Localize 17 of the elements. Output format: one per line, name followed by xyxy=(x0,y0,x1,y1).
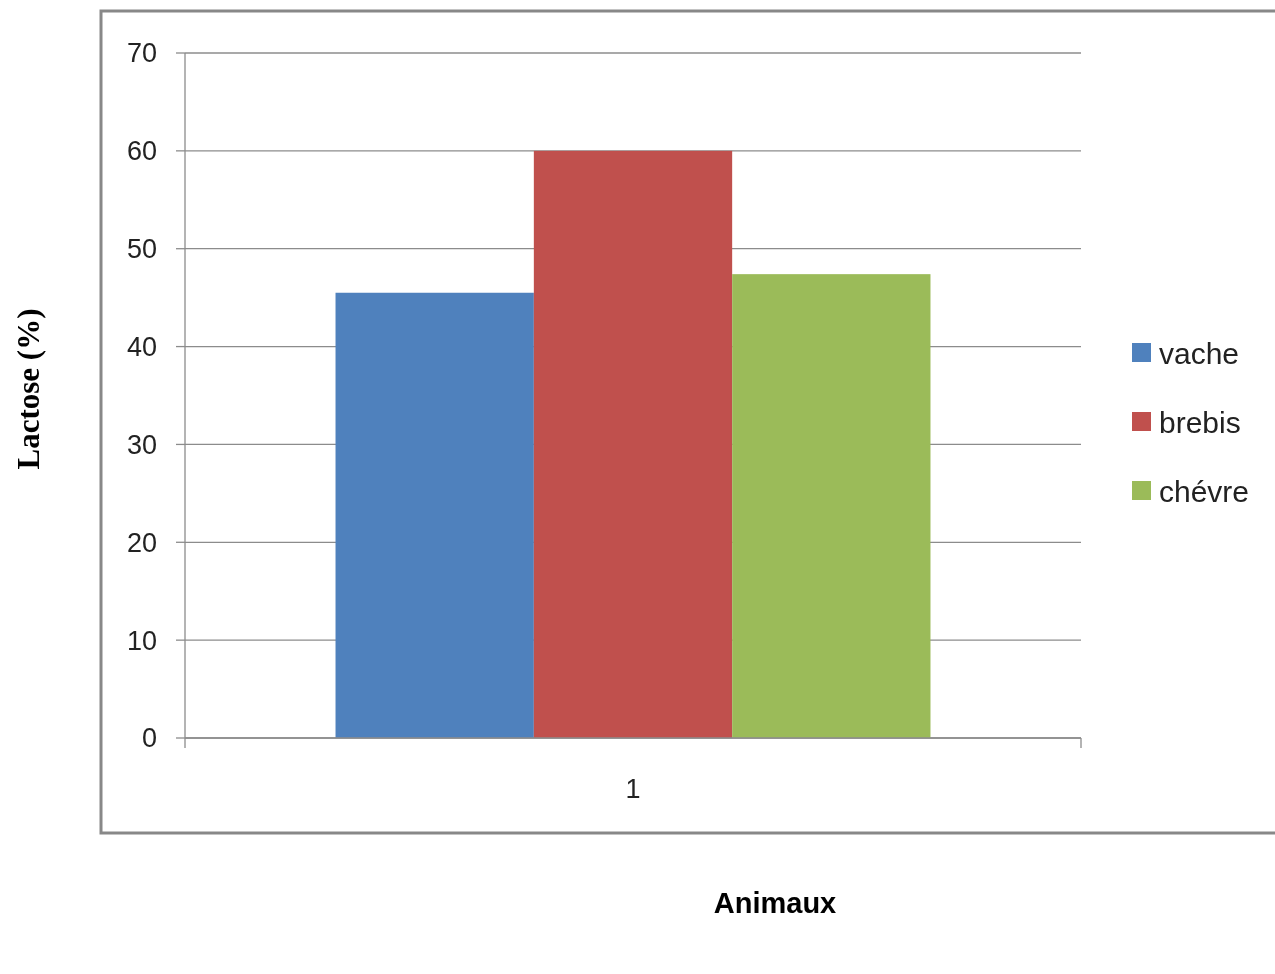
legend-label: brebis xyxy=(1159,405,1241,439)
legend-label: chévre xyxy=(1159,474,1250,508)
x-tick-label: 1 xyxy=(625,774,641,804)
y-tick-label: 10 xyxy=(126,625,157,656)
y-tick-label: 40 xyxy=(126,332,157,363)
y-tick-label: 20 xyxy=(126,527,157,558)
y-tick-label: 70 xyxy=(126,38,157,69)
y-tick-label: 50 xyxy=(126,234,157,265)
legend-label: vache xyxy=(1159,336,1240,370)
bar xyxy=(533,150,733,738)
bar xyxy=(335,292,534,738)
bar xyxy=(732,274,931,738)
y-tick-label: 30 xyxy=(126,429,157,460)
y-tick-label: 0 xyxy=(141,723,157,754)
x-axis-title: Animaux xyxy=(713,887,837,919)
y-axis-title: Lactose (%) xyxy=(11,308,46,470)
y-tick-label: 60 xyxy=(126,136,157,167)
